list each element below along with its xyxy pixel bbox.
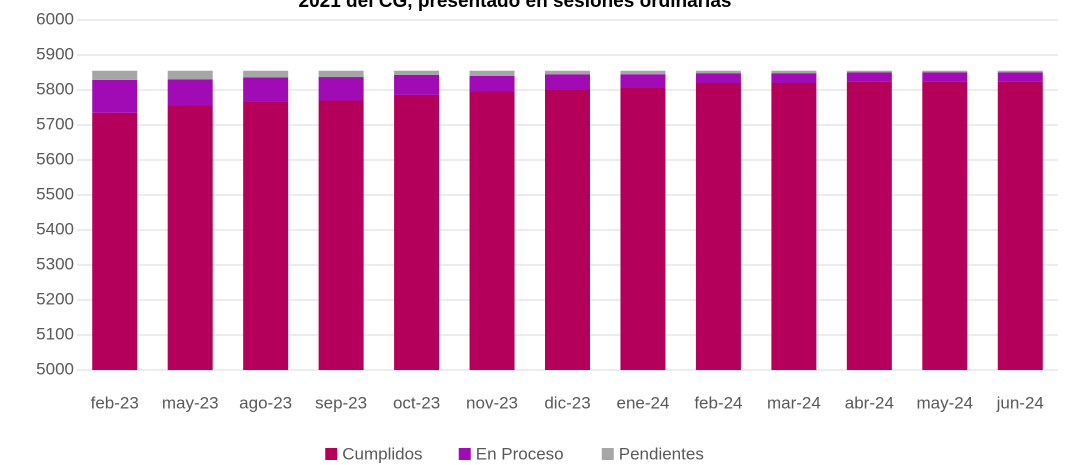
legend-label: Pendientes: [619, 444, 704, 463]
bar-segment: [695, 73, 741, 83]
bar-segment: [243, 101, 289, 371]
bar-segment: [695, 83, 741, 370]
x-tick-label: oct-23: [393, 393, 440, 412]
bar-segment: [846, 72, 892, 82]
x-tick-label: abr-24: [845, 393, 894, 412]
bar-segment: [695, 70, 741, 74]
legend-label: En Proceso: [476, 444, 564, 463]
bar-segment: [92, 112, 138, 370]
bar-segment: [922, 72, 968, 82]
x-tick-label: nov-23: [466, 393, 518, 412]
bar-segment: [620, 74, 666, 88]
bar-segment: [545, 90, 590, 370]
bar-segment: [92, 79, 138, 113]
bar-segment: [167, 105, 213, 371]
bar-segment: [545, 70, 590, 75]
y-tick-label: 5900: [36, 44, 74, 63]
y-tick-label: 5400: [36, 219, 74, 238]
legend-swatch: [458, 448, 471, 460]
bar-segment: [620, 70, 666, 75]
bar-segment: [922, 81, 968, 370]
bar-segment: [243, 70, 289, 78]
x-tick-label: sep-23: [315, 393, 367, 412]
bar-segment: [318, 77, 364, 101]
legend-label: Cumplidos: [342, 444, 422, 463]
x-tick-label: may-24: [916, 393, 973, 412]
y-tick-label: 5600: [36, 149, 74, 168]
bar-segment: [469, 70, 515, 76]
bar-segment: [394, 74, 440, 95]
bar-segment: [318, 100, 364, 370]
y-tick-label: 6000: [36, 9, 74, 28]
bar-segment: [545, 74, 590, 90]
y-tick-label: 5200: [36, 289, 74, 308]
chart-title: 2021 del CG, presentado en sesiones ordi…: [299, 0, 732, 12]
bar-segment: [243, 77, 289, 102]
bar-segment: [771, 70, 817, 74]
x-tick-label: ene-24: [616, 393, 669, 412]
bar-segment: [846, 70, 892, 73]
y-tick-label: 5700: [36, 114, 74, 133]
y-tick-label: 5500: [36, 184, 74, 203]
bar-segment: [997, 81, 1043, 370]
bar-segment: [846, 81, 892, 370]
legend-swatch: [325, 448, 338, 460]
bar-segment: [997, 72, 1043, 82]
bar-segment: [394, 70, 440, 75]
x-tick-label: feb-24: [694, 393, 742, 412]
bar-segment: [167, 70, 213, 80]
y-tick-label: 5000: [36, 359, 74, 378]
bar-segment: [92, 70, 138, 80]
x-tick-label: may-23: [162, 393, 219, 412]
bar-segment: [771, 73, 817, 83]
y-tick-label: 5100: [36, 324, 74, 343]
x-tick-label: ago-23: [239, 393, 292, 412]
x-tick-label: jun-24: [996, 393, 1044, 412]
bar-segment: [997, 70, 1043, 73]
bar-segment: [394, 94, 440, 371]
x-tick-label: dic-23: [544, 393, 590, 412]
y-tick-label: 5300: [36, 254, 74, 273]
x-tick-label: feb-23: [91, 393, 139, 412]
bar-segment: [469, 91, 515, 371]
bar-segment: [318, 70, 364, 78]
bar-segment: [771, 83, 817, 370]
bar-segment: [167, 79, 213, 106]
x-tick-label: mar-24: [767, 393, 821, 412]
bar-segment: [922, 70, 968, 73]
y-tick-label: 5800: [36, 79, 74, 98]
bar-segment: [469, 76, 515, 92]
bar-segment: [620, 87, 666, 371]
legend-swatch: [601, 448, 614, 460]
